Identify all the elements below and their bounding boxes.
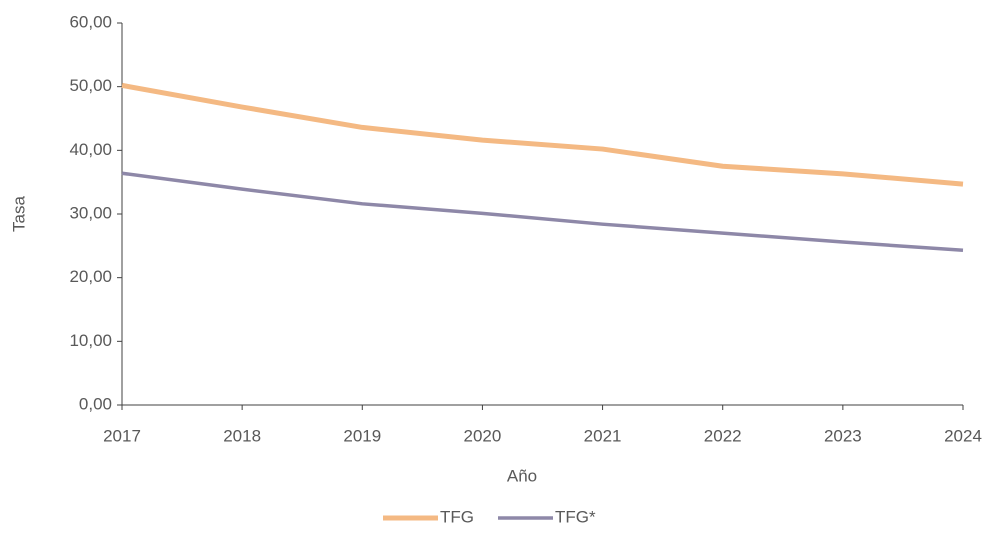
x-tick-label: 2022 — [704, 426, 742, 445]
y-tick-label: 60,00 — [69, 12, 112, 31]
legend-label: TFG — [440, 507, 474, 526]
y-tick-label: 0,00 — [79, 394, 112, 413]
y-tick-label: 50,00 — [69, 76, 112, 95]
y-tick-label: 30,00 — [69, 203, 112, 222]
x-tick-label: 2020 — [464, 426, 502, 445]
legend-label: TFG* — [555, 507, 596, 526]
x-tick-label: 2017 — [103, 426, 141, 445]
series-line — [121, 171, 964, 253]
x-axis-label: Año — [507, 466, 537, 485]
y-tick-label: 40,00 — [69, 140, 112, 159]
x-tick-label: 2023 — [824, 426, 862, 445]
x-tick-label: 2019 — [343, 426, 381, 445]
x-tick-label: 2018 — [223, 426, 261, 445]
y-tick-label: 10,00 — [69, 331, 112, 350]
x-tick-label: 2021 — [584, 426, 622, 445]
x-tick-label: 2024 — [944, 426, 982, 445]
series-line — [121, 82, 964, 187]
y-tick-label: 20,00 — [69, 267, 112, 286]
y-axis-label: Tasa — [9, 196, 28, 232]
